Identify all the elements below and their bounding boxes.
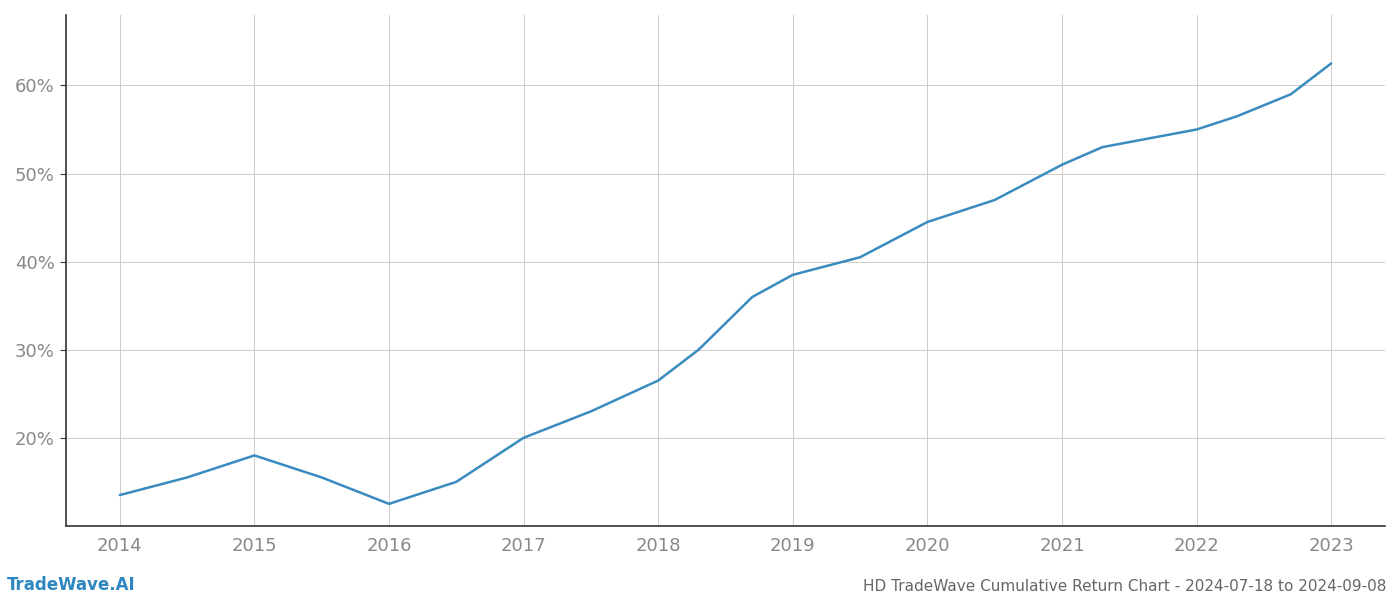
Text: HD TradeWave Cumulative Return Chart - 2024-07-18 to 2024-09-08: HD TradeWave Cumulative Return Chart - 2…: [862, 579, 1386, 594]
Text: TradeWave.AI: TradeWave.AI: [7, 576, 136, 594]
